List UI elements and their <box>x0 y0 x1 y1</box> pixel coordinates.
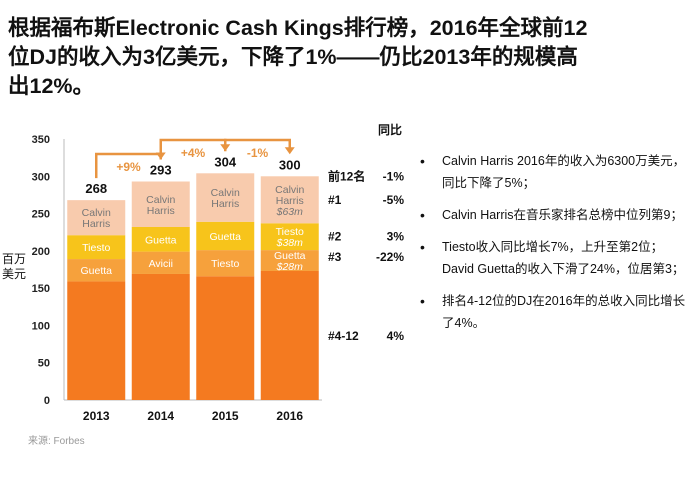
growth-label: +9% <box>116 160 141 174</box>
bar-segment <box>196 276 255 400</box>
segment-label: Calvin <box>275 184 304 196</box>
bar-segment <box>260 250 319 271</box>
bar-segment <box>260 270 319 400</box>
segment-label: Tiesto <box>276 226 304 238</box>
yoy-rank-label: #1 <box>328 193 342 207</box>
segment-label: Harris <box>276 195 304 207</box>
bar-segment <box>131 273 190 400</box>
y-tick-label: 100 <box>32 320 50 332</box>
total-label: 300 <box>279 157 301 172</box>
bar-segment <box>131 181 190 227</box>
bar-segment <box>67 281 126 400</box>
segment-label: $28m <box>276 261 304 273</box>
total-label: 293 <box>150 163 172 178</box>
y-tick-label: 150 <box>32 283 50 295</box>
yoy-change-label: -1% <box>383 169 405 183</box>
segment-label: Guetta <box>145 234 177 246</box>
x-tick-label: 2013 <box>83 409 110 423</box>
segment-label: Tiesto <box>82 242 110 254</box>
bar-segment <box>67 235 126 260</box>
x-tick-label: 2016 <box>276 409 303 423</box>
segment-label: Tiesto <box>211 258 239 270</box>
yoy-change-label: 4% <box>387 329 405 343</box>
bar-segment <box>196 250 255 277</box>
bullet-item: Tiesto收入同比增长7%，上升至第2位；David Guetta的收入下滑了… <box>420 236 695 280</box>
segment-label: Avicii <box>149 258 173 270</box>
segment-label: Harris <box>82 218 110 230</box>
yoy-rank-label: #3 <box>328 250 342 264</box>
segment-label: Calvin <box>82 207 111 219</box>
segment-label: Guetta <box>274 250 306 262</box>
y-tick-label: 0 <box>44 395 50 407</box>
segment-label: Guetta <box>209 231 241 243</box>
segment-label: $38m <box>276 237 304 249</box>
growth-arrow <box>224 138 291 152</box>
source-note: 来源: Forbes <box>28 436 85 447</box>
y-tick-label: 50 <box>38 358 50 370</box>
yoy-rank-label: #4-12 <box>328 329 359 343</box>
yoy-rank-label: #2 <box>328 230 342 244</box>
bar-segment <box>67 259 126 282</box>
bar-segment <box>67 200 126 236</box>
yoy-change-label: -22% <box>376 250 404 264</box>
bar-segment <box>131 226 190 252</box>
bar-segment <box>260 176 319 224</box>
title-line: 位DJ的收入为3亿美元，下降了1%——仍比2013年的规模高 <box>8 45 578 69</box>
bullet-item: 排名4-12位的DJ在2016年的总收入同比增长了4%。 <box>420 290 695 334</box>
y-axis-label: 百万美元 <box>2 252 27 281</box>
stacked-bar-chart: 050100150200250300350GuettaTiestoCalvinH… <box>32 122 405 423</box>
bullet-item: Calvin Harris 2016年的收入为6300万美元，同比下降了5%； <box>420 150 695 194</box>
total-label: 268 <box>85 181 107 196</box>
segment-label: Harris <box>211 198 239 210</box>
title-line: 根据福布斯Electronic Cash Kings排行榜，2016年全球前12 <box>8 16 588 40</box>
segment-label: Harris <box>147 205 175 217</box>
growth-label: +4% <box>181 146 206 160</box>
y-tick-label: 300 <box>32 171 50 183</box>
title-line: 出12%。 <box>8 74 95 98</box>
yoy-rank-label: 前12名 <box>328 168 365 183</box>
bar-segment <box>196 173 255 222</box>
growth-label: -1% <box>247 146 269 160</box>
segment-label: Calvin <box>146 194 175 206</box>
y-tick-label: 200 <box>32 246 50 258</box>
bar-segment <box>196 221 255 251</box>
bullet-item: Calvin Harris在音乐家排名总榜中位列第9； <box>420 204 695 226</box>
bar-segment <box>131 251 190 274</box>
segment-label: Calvin <box>211 187 240 199</box>
yoy-change-label: -5% <box>383 193 405 207</box>
arrow-head <box>284 147 295 155</box>
x-tick-label: 2014 <box>147 409 174 423</box>
x-tick-label: 2015 <box>212 409 239 423</box>
bar-segment <box>260 223 319 251</box>
bullet-list: Calvin Harris 2016年的收入为6300万美元，同比下降了5%； … <box>420 150 695 344</box>
y-tick-label: 350 <box>32 134 50 146</box>
segment-label: $63m <box>276 206 304 218</box>
segment-label: Guetta <box>80 265 112 277</box>
yoy-header: 同比 <box>378 122 402 137</box>
y-tick-label: 250 <box>32 209 50 221</box>
page-title: 根据福布斯Electronic Cash Kings排行榜，2016年全球前12… <box>8 14 692 101</box>
yoy-change-label: 3% <box>387 230 405 244</box>
total-label: 304 <box>214 154 236 169</box>
